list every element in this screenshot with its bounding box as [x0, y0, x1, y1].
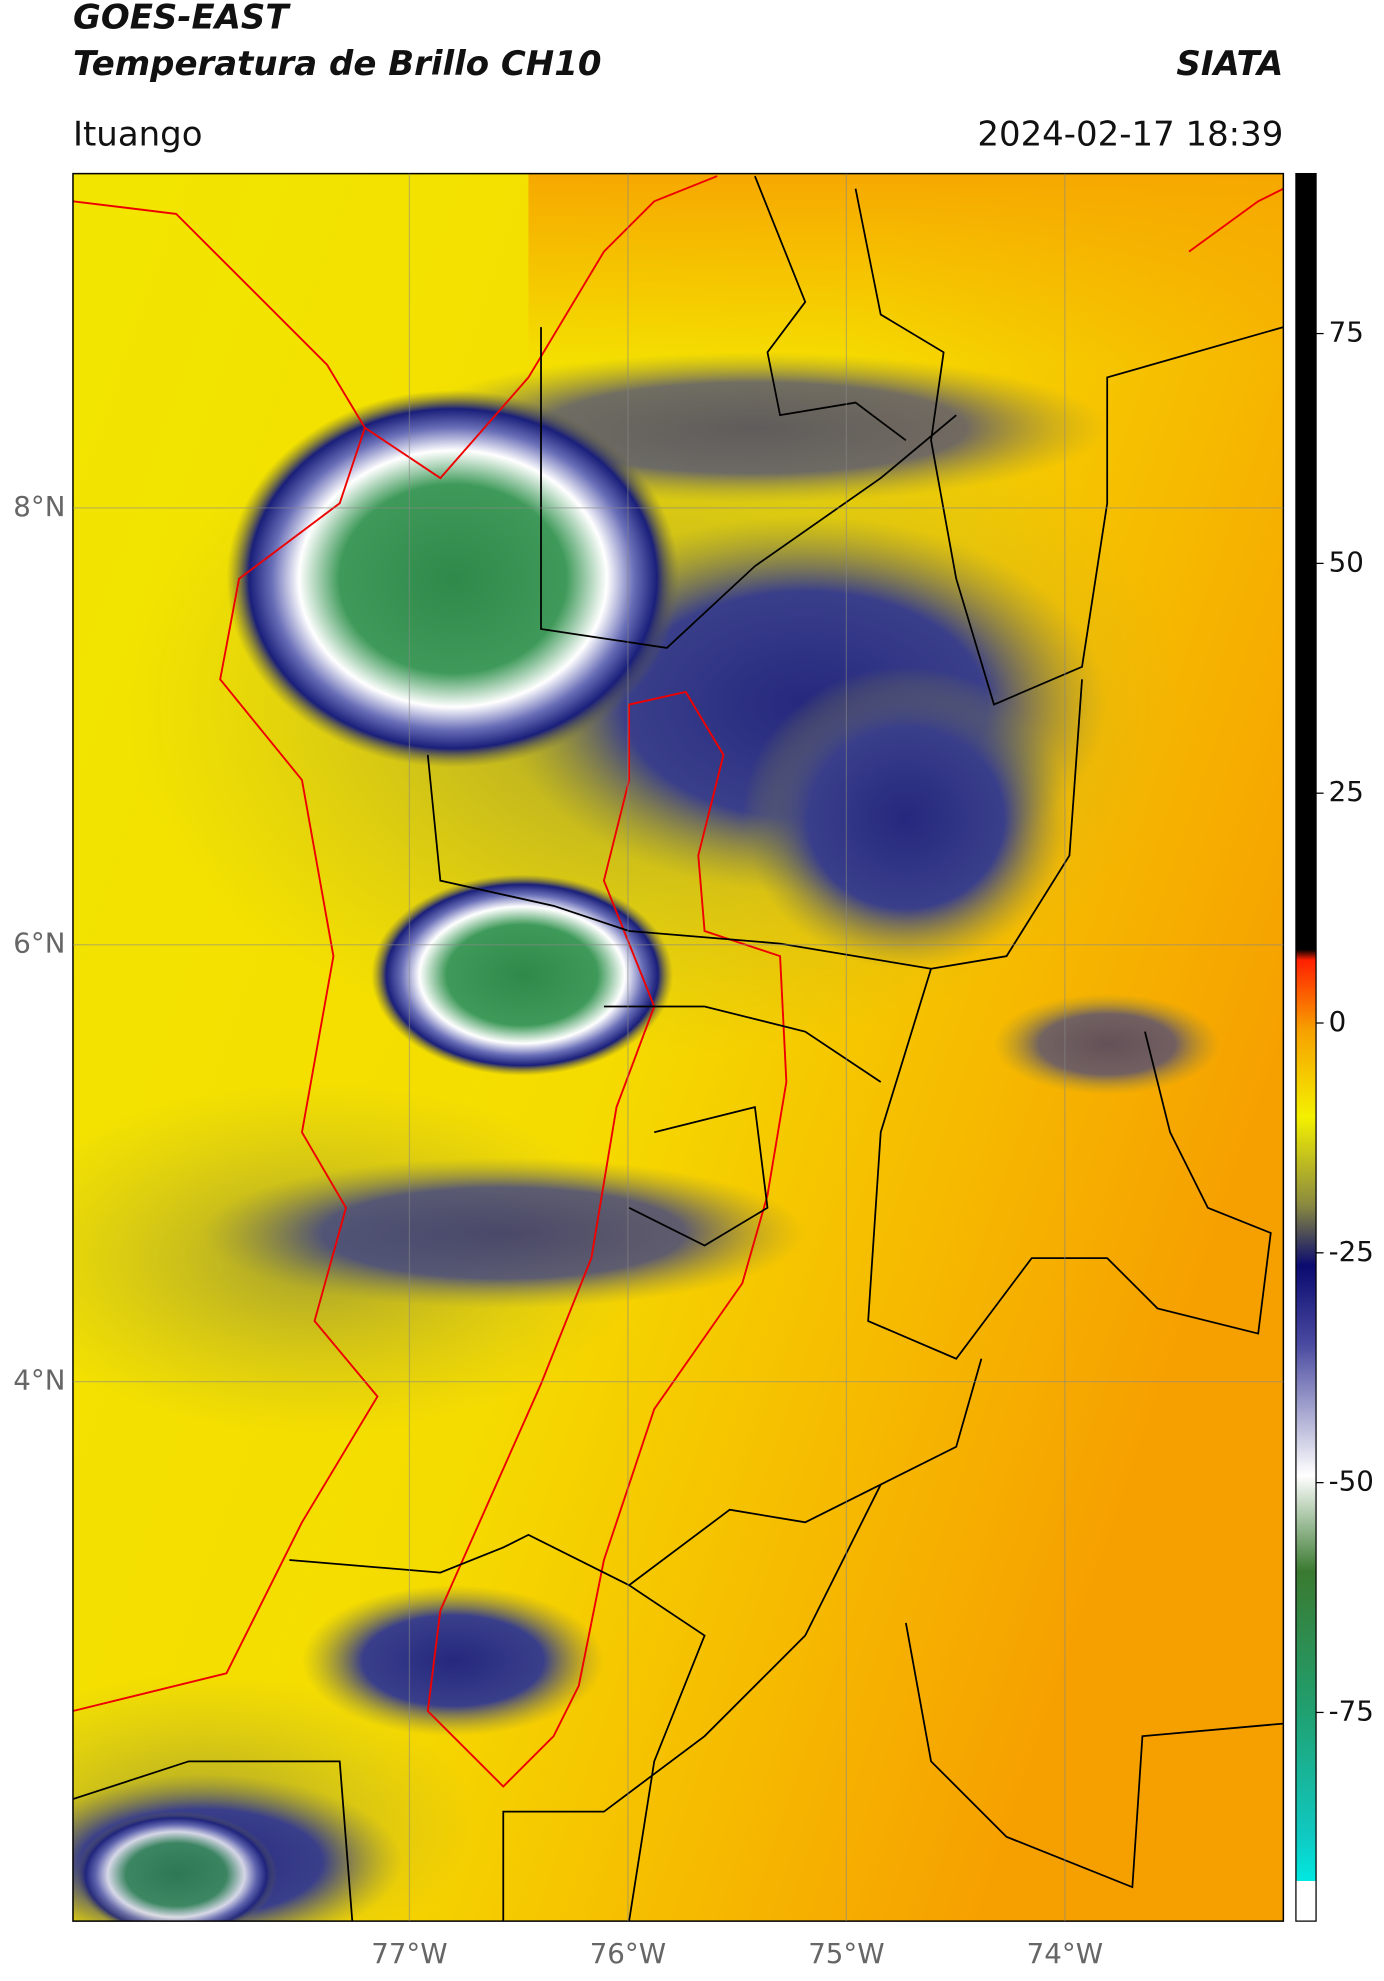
x-tick-label: 74°W [1027, 1937, 1103, 1970]
colorbar-tick-label: -50 [1329, 1465, 1374, 1498]
x-tick-label: 75°W [808, 1937, 884, 1970]
colorbar [1295, 172, 1317, 1922]
credit: SIATA [1176, 44, 1283, 84]
location: Ituango [73, 114, 203, 154]
map-frame [72, 172, 1285, 1922]
title: GOES-EAST [73, 0, 291, 37]
x-tick-label: 76°W [590, 1937, 666, 1970]
subtitle: Temperatura de Brillo CH10 [73, 44, 602, 84]
colorbar-tick-label: 25 [1329, 775, 1364, 808]
x-tick-label: 77°W [371, 1937, 447, 1970]
colorbar-tick-label: -75 [1329, 1694, 1374, 1727]
colorbar-tick-label: 50 [1329, 545, 1364, 578]
y-tick-label: 4°N [13, 1364, 65, 1397]
colorbar-tick-label: -25 [1329, 1235, 1374, 1268]
timestamp: 2024-02-17 18:39 [977, 114, 1283, 154]
colorbar-tick-label: 0 [1329, 1005, 1347, 1038]
y-tick-label: 8°N [13, 490, 65, 523]
map-image [72, 173, 1284, 1922]
colorbar-tick-label: 75 [1329, 316, 1364, 349]
y-tick-label: 6°N [13, 927, 65, 960]
